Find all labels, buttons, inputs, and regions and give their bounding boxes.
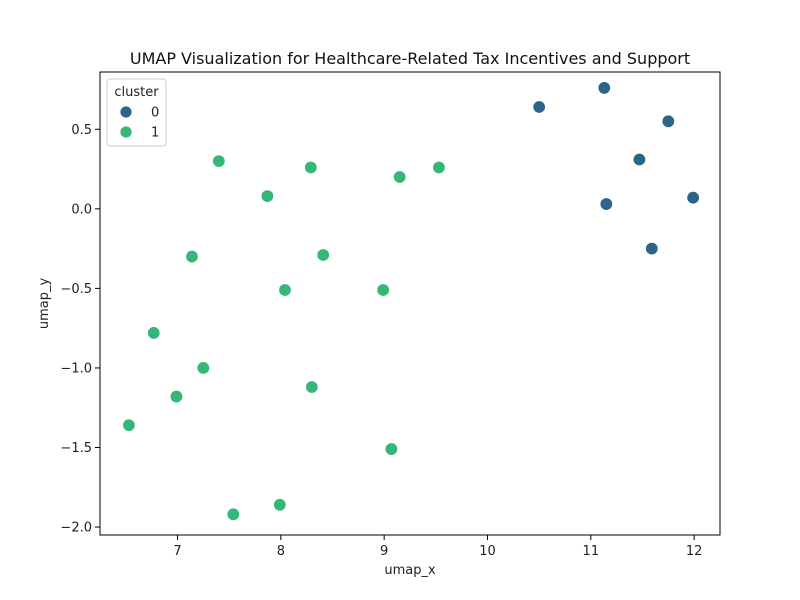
legend-marker-cluster-1 xyxy=(119,125,133,139)
x-axis-ticks: 7 8 9 10 11 12 xyxy=(173,535,702,559)
data-point-cluster-0 xyxy=(686,190,700,205)
data-point-cluster-0 xyxy=(532,100,546,114)
data-point-cluster-0 xyxy=(632,152,647,167)
chart-title: UMAP Visualization for Healthcare-Relate… xyxy=(130,49,690,68)
data-point-cluster-1 xyxy=(122,418,136,432)
legend-title: cluster xyxy=(114,85,159,100)
data-point-cluster-1 xyxy=(432,160,446,175)
legend-marker-cluster-0 xyxy=(119,105,133,119)
plot-area-frame xyxy=(99,71,721,536)
x-tick-label: 10 xyxy=(479,544,496,559)
y-tick-label: 0.5 xyxy=(71,123,92,138)
y-tick-label: 0.0 xyxy=(71,202,92,217)
x-tick-label: 9 xyxy=(380,544,388,559)
data-point-cluster-1 xyxy=(226,507,241,522)
y-tick-label: −1.5 xyxy=(60,441,92,456)
data-point-cluster-1 xyxy=(376,283,390,297)
data-point-cluster-1 xyxy=(196,361,211,375)
x-axis-label: umap_x xyxy=(384,563,436,578)
y-axis-ticks: −2.0 −1.5 −1.0 −0.5 0.0 0.5 xyxy=(60,123,100,536)
x-tick-label: 11 xyxy=(583,544,600,559)
legend-label-cluster-0: 0 xyxy=(151,106,159,121)
data-point-cluster-0 xyxy=(661,114,676,129)
x-tick-label: 8 xyxy=(277,544,285,559)
x-tick-label: 12 xyxy=(686,544,703,559)
data-point-cluster-1 xyxy=(147,326,161,340)
data-point-cluster-1 xyxy=(384,442,399,456)
legend: cluster 0 1 xyxy=(106,78,167,147)
data-point-cluster-0 xyxy=(597,81,611,95)
data-point-cluster-1 xyxy=(305,380,319,394)
data-point-cluster-1 xyxy=(185,249,199,264)
data-point-cluster-1 xyxy=(212,154,226,168)
y-tick-label: −1.0 xyxy=(60,361,92,376)
data-point-cluster-1 xyxy=(316,248,330,262)
data-point-cluster-1 xyxy=(169,389,184,404)
y-tick-label: −0.5 xyxy=(60,282,92,297)
y-tick-label: −2.0 xyxy=(60,521,92,536)
y-axis-label: umap_y xyxy=(37,278,52,330)
x-tick-label: 7 xyxy=(173,544,181,559)
data-point-cluster-1 xyxy=(304,160,318,175)
legend-label-cluster-1: 1 xyxy=(151,126,159,141)
data-point-cluster-1 xyxy=(392,170,407,184)
data-point-cluster-1 xyxy=(273,498,287,512)
data-point-cluster-0 xyxy=(599,197,614,211)
data-point-cluster-1 xyxy=(260,189,275,203)
data-point-cluster-0 xyxy=(645,241,659,256)
data-points xyxy=(122,81,700,522)
data-point-cluster-1 xyxy=(278,283,292,297)
